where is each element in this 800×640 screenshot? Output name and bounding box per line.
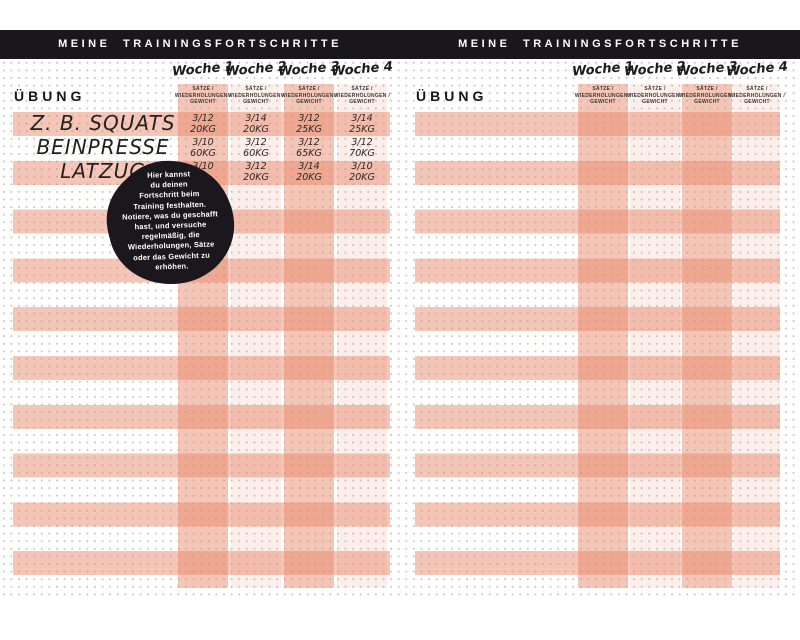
reps-value: 3/10 xyxy=(351,161,373,172)
weight-value: 70KG xyxy=(349,148,375,159)
value-cell-r1w2: 3/14 20KG xyxy=(231,113,281,135)
subheader-line: SÄTZE / xyxy=(696,86,718,92)
subheader-line: GEWICHT xyxy=(744,99,770,105)
subheader-line: SÄTZE / xyxy=(592,86,614,92)
value-cell-r1w1: 3/12 20KG xyxy=(178,113,228,135)
week2-column-band-left xyxy=(231,84,281,588)
week3-subheader-left: SÄTZE / WIEDERHOLUNGEN / GEWICHT xyxy=(269,86,349,106)
reps-value: 3/12 xyxy=(298,113,320,124)
reps-value: 3/14 xyxy=(245,113,267,124)
header-bar: MEINE TRAININGSFORTSCHRITTE MEINE TRAINI… xyxy=(0,30,800,59)
exercise-column-header-right: ÜBUNG xyxy=(416,88,488,104)
subheader-line: SÄTZE / xyxy=(746,86,768,92)
subheader-line: SÄTZE / xyxy=(192,86,214,92)
reps-value: 3/12 xyxy=(245,161,267,172)
subheader-line: WIEDERHOLUNGEN / xyxy=(333,92,391,99)
value-cell-r3w3: 3/14 20KG xyxy=(284,161,334,183)
note-blob: Hier kannst du deinen Fortschritt beim T… xyxy=(102,158,239,289)
reps-value: 3/12 xyxy=(298,137,320,148)
weight-value: 65KG xyxy=(296,148,322,159)
reps-value: 3/10 xyxy=(192,137,214,148)
value-cell-r3w1: 3/10 xyxy=(178,161,228,172)
weight-value: 60KG xyxy=(190,148,216,159)
reps-value: 3/12 xyxy=(245,137,267,148)
value-cell-r2w4: 3/12 70KG xyxy=(337,137,387,159)
value-cell-r2w3: 3/12 65KG xyxy=(284,137,334,159)
reps-value: 3/14 xyxy=(298,161,320,172)
reps-value: 3/12 xyxy=(351,137,373,148)
subheader-line: WIEDERHOLUNGEN / xyxy=(280,92,338,99)
exercise-column-header-left: ÜBUNG xyxy=(14,88,86,104)
subheader-line: GEWICHT xyxy=(642,99,668,105)
week1-subheader-left: SÄTZE / WIEDERHOLUNGEN / GEWICHT xyxy=(163,86,243,106)
week2-column-band-right xyxy=(630,84,680,588)
weight-value: 20KG xyxy=(349,172,375,183)
exercise-name-squats: Z. B. SQUATS xyxy=(30,111,176,135)
subheader-line: SÄTZE / xyxy=(298,86,320,92)
weight-value: 20KG xyxy=(243,124,269,135)
week4-subheader-right: SÄTZE / WIEDERHOLUNGEN / GEWICHT xyxy=(717,86,797,106)
subheader-line: WIEDERHOLUNGEN / xyxy=(574,92,632,99)
value-cell-r1w4: 3/14 25KG xyxy=(337,113,387,135)
subheader-line: WIEDERHOLUNGEN / xyxy=(174,92,232,99)
exercise-name-beinpresse: BEINPRESSE xyxy=(36,135,170,159)
week1-column-band-right xyxy=(578,84,628,588)
week1-column-band-left xyxy=(178,84,228,588)
week3-column-band-left xyxy=(284,84,334,588)
reps-value: 3/10 xyxy=(192,161,214,172)
subheader-line: GEWICHT xyxy=(296,99,322,105)
weight-value: 20KG xyxy=(296,172,322,183)
subheader-line: WIEDERHOLUNGEN / xyxy=(227,92,285,99)
value-cell-r3w2: 3/12 20KG xyxy=(231,161,281,183)
value-cell-r2w2: 3/12 60KG xyxy=(231,137,281,159)
week1-subheader-right: SÄTZE / WIEDERHOLUNGEN / GEWICHT xyxy=(563,86,643,106)
subheader-line: GEWICHT xyxy=(190,99,216,105)
weight-value: 25KG xyxy=(349,124,375,135)
note-blob-text: Hier kannst du deinen Fortschritt beim T… xyxy=(122,169,219,272)
week2-subheader-left: SÄTZE / WIEDERHOLUNGEN / GEWICHT xyxy=(216,86,296,106)
weight-value: 60KG xyxy=(243,148,269,159)
subheader-line: GEWICHT xyxy=(694,99,720,105)
subheader-line: GEWICHT xyxy=(243,99,269,105)
row-stripes-right xyxy=(415,112,780,576)
subheader-line: SÄTZE / xyxy=(644,86,666,92)
page-title-left: MEINE TRAININGSFORTSCHRITTE xyxy=(58,38,342,50)
subheader-line: WIEDERHOLUNGEN / xyxy=(678,92,736,99)
week4-subheader-left: SÄTZE / WIEDERHOLUNGEN / GEWICHT xyxy=(322,86,402,106)
subheader-line: GEWICHT xyxy=(349,99,375,105)
week3-subheader-right: SÄTZE / WIEDERHOLUNGEN / GEWICHT xyxy=(667,86,747,106)
value-cell-r1w3: 3/12 25KG xyxy=(284,113,334,135)
page-title-right: MEINE TRAININGSFORTSCHRITTE xyxy=(458,38,742,50)
week4-column-band-left xyxy=(337,84,387,588)
subheader-line: SÄTZE / xyxy=(351,86,373,92)
value-cell-r3w4: 3/10 20KG xyxy=(337,161,387,183)
week3-column-band-right xyxy=(682,84,732,588)
weight-value: 25KG xyxy=(296,124,322,135)
week2-subheader-right: SÄTZE / WIEDERHOLUNGEN / GEWICHT xyxy=(615,86,695,106)
week4-column-band-right xyxy=(734,84,780,588)
dot-grid-background xyxy=(0,59,800,600)
subheader-line: WIEDERHOLUNGEN / xyxy=(728,92,786,99)
subheader-line: GEWICHT xyxy=(590,99,616,105)
subheader-line: SÄTZE / xyxy=(245,86,267,92)
weight-value: 20KG xyxy=(190,124,216,135)
reps-value: 3/14 xyxy=(351,113,373,124)
subheader-line: WIEDERHOLUNGEN / xyxy=(626,92,684,99)
weight-value: 20KG xyxy=(243,172,269,183)
reps-value: 3/12 xyxy=(192,113,214,124)
value-cell-r2w1: 3/10 60KG xyxy=(178,137,228,159)
